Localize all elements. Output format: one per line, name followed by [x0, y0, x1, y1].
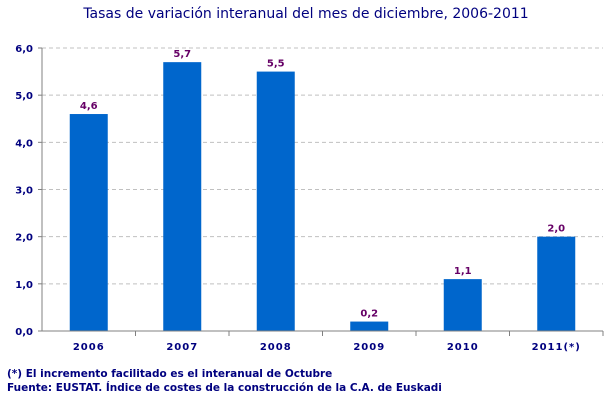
bar	[69, 114, 108, 332]
y-tick-label: 6,0	[15, 44, 33, 55]
data-label: 5,7	[173, 49, 191, 60]
bar	[443, 279, 482, 331]
data-label: 5,5	[267, 59, 285, 70]
data-label: 0,2	[360, 309, 378, 320]
y-tick-label: 2,0	[15, 233, 33, 244]
y-tick-label: 1,0	[15, 280, 33, 291]
data-label: 2,0	[547, 224, 565, 235]
y-tick-label: 5,0	[15, 91, 33, 102]
x-tick-label: 2008	[260, 342, 292, 353]
x-tick-label: 2006	[73, 342, 105, 353]
bar	[256, 71, 295, 331]
chart-title: Tasas de variación interanual del mes de…	[83, 6, 529, 22]
data-label: 4,6	[80, 101, 98, 112]
x-tick-label: 2007	[166, 342, 198, 353]
bar	[350, 321, 389, 331]
y-tick-label: 0,0	[15, 327, 33, 338]
x-tick-label: 2010	[447, 342, 479, 353]
x-tick-label: 2009	[353, 342, 385, 353]
y-tick-label: 3,0	[15, 186, 33, 197]
footnote: (*) El incremento facilitado es el inter…	[7, 368, 333, 380]
x-tick-label: 2011(*)	[532, 342, 581, 353]
data-label: 1,1	[454, 266, 472, 277]
y-tick-label: 4,0	[15, 138, 33, 149]
bar	[163, 62, 202, 332]
source-note: Fuente: EUSTAT. Índice de costes de la c…	[7, 382, 442, 394]
bar	[537, 236, 576, 331]
